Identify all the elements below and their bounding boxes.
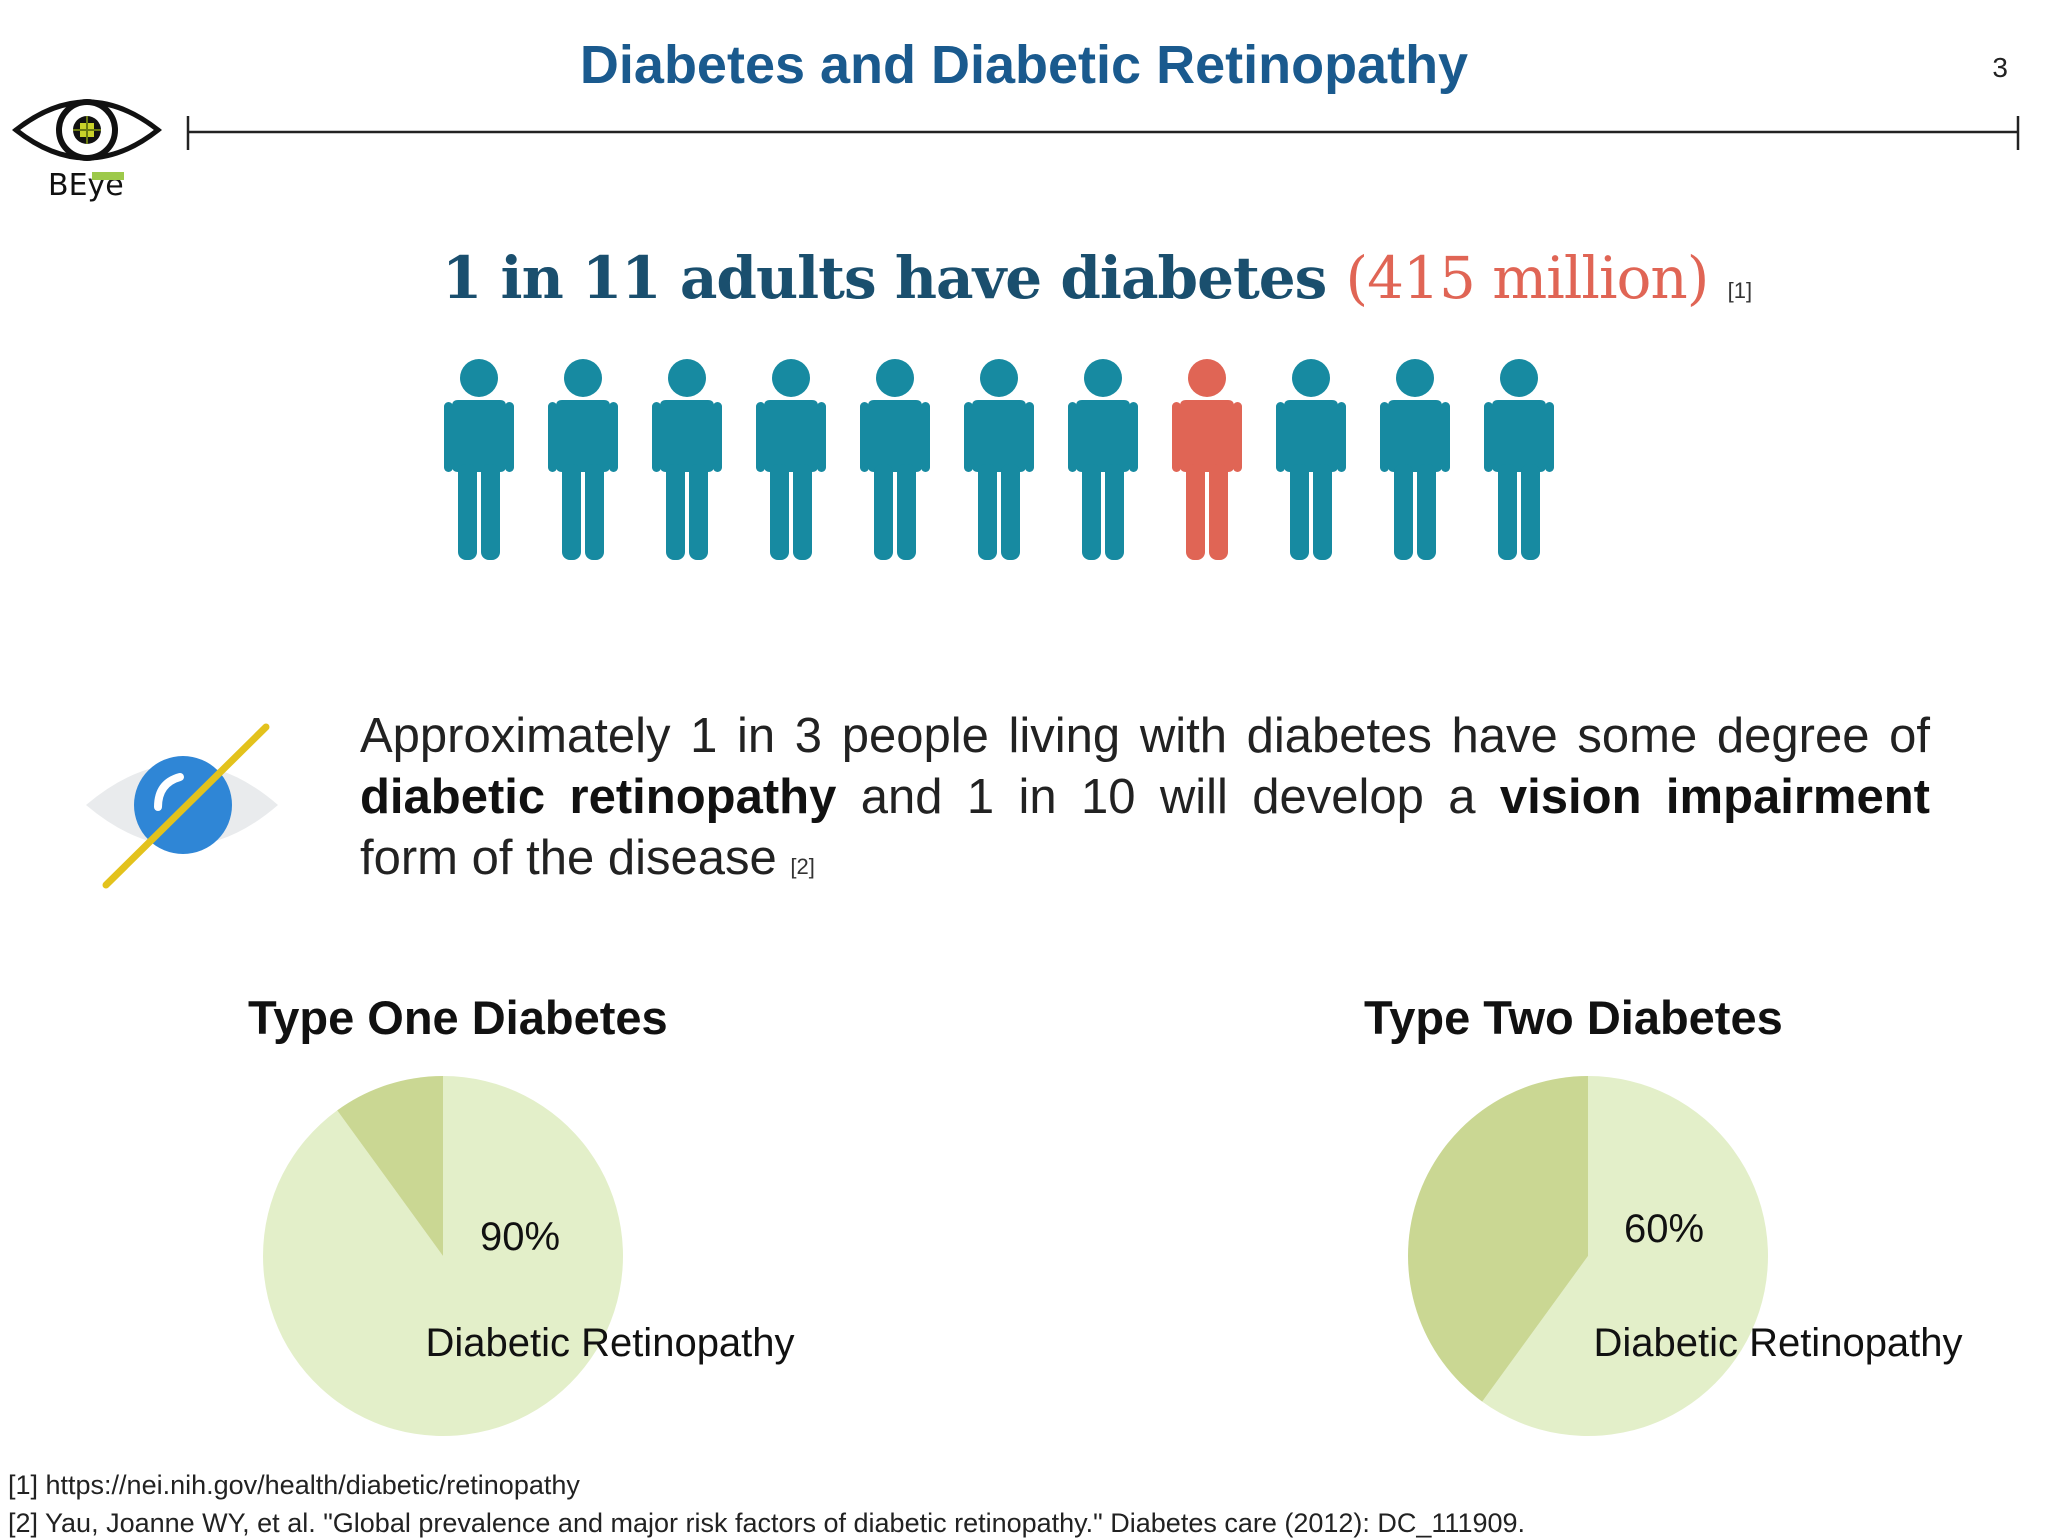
headline: 1 in 11 adults have diabetes (415 millio… xyxy=(442,244,1752,312)
page-number: 3 xyxy=(1992,52,2008,83)
person-figure xyxy=(652,359,722,560)
person-figure xyxy=(1068,359,1138,560)
pie-slice-other xyxy=(337,1076,443,1256)
headline-highlight: (415 million) xyxy=(1345,244,1710,312)
pie-slice-retinopathy xyxy=(1482,1076,1769,1436)
eye-slash-icon xyxy=(86,723,278,889)
chart-title-type-two: Type Two Diabetes xyxy=(1364,991,1783,1044)
person-figure xyxy=(1380,359,1450,560)
pie-category-label: Diabetic Retinopathy xyxy=(1593,1321,1962,1365)
para-part3: form of the disease xyxy=(360,831,777,885)
headline-lead: 1 in 11 xyxy=(442,244,662,312)
footer-ref-1: [1] https://nei.nih.gov/health/diabetic/… xyxy=(8,1470,580,1500)
pie-slice-other xyxy=(1408,1076,1588,1402)
headline-middle: adults have diabetes xyxy=(660,244,1346,312)
footer-ref-2: [2] Yau, Joanne WY, et al. "Global preva… xyxy=(8,1508,1526,1538)
person-figure xyxy=(444,359,514,560)
title-rule xyxy=(186,116,2020,150)
pie-category-label: Diabetic Retinopathy xyxy=(425,1321,794,1365)
para-bold-vision: vision impairment xyxy=(1499,770,1931,824)
para-ref: [2] xyxy=(790,854,815,879)
para-part2: and 1 in 10 will develop a xyxy=(836,770,1500,824)
headline-ref: [1] xyxy=(1727,278,1753,303)
person-figure xyxy=(1484,359,1554,560)
para-part1: Approximately 1 in 3 people living with … xyxy=(360,709,1930,763)
chart-title-type-one: Type One Diabetes xyxy=(248,991,668,1044)
logo-underline xyxy=(92,172,124,180)
para-bold-retinopathy: diabetic retinopathy xyxy=(360,770,837,824)
retinopathy-paragraph: Approximately 1 in 3 people living with … xyxy=(360,706,1930,897)
eye-circuit-icon xyxy=(12,99,162,161)
pie-percent-label: 90% xyxy=(480,1215,560,1259)
people-pictogram xyxy=(444,359,1554,560)
person-figure xyxy=(548,359,618,560)
person-figure xyxy=(756,359,826,560)
pie-slice-retinopathy xyxy=(262,1076,623,1436)
person-figure xyxy=(1276,359,1346,560)
slide-title: Diabetes and Diabetic Retinopathy xyxy=(579,35,1469,95)
pie-percent-label: 60% xyxy=(1624,1207,1704,1251)
person-figure xyxy=(964,359,1034,560)
person-figure xyxy=(1172,359,1242,560)
person-figure xyxy=(860,359,930,560)
